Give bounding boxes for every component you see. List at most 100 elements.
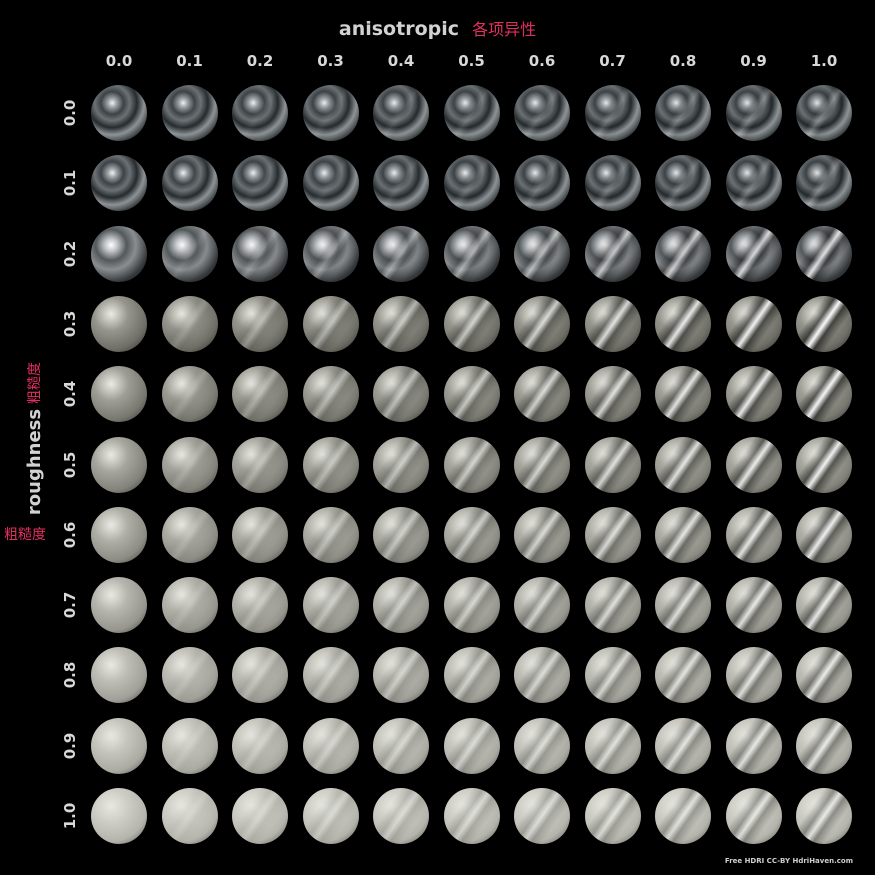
material-sphere: [725, 295, 782, 352]
anisotropic-highlight: [302, 225, 359, 282]
material-sphere: [514, 647, 570, 704]
material-sphere: [796, 436, 852, 493]
anisotropic-highlight: [796, 577, 852, 634]
material-sphere: [514, 506, 570, 563]
anisotropic-highlight: [655, 85, 711, 141]
anisotropic-highlight: [161, 788, 218, 844]
anisotropic-highlight: [302, 366, 359, 423]
material-sphere: [91, 577, 147, 634]
anisotropic-highlight: [373, 155, 429, 212]
material-sphere: [302, 717, 359, 774]
material-sphere: [373, 436, 429, 493]
material-sphere: [373, 647, 429, 704]
anisotropic-highlight: [796, 85, 852, 141]
column-label: 0.3: [317, 52, 344, 70]
row-label: 0.2: [61, 240, 79, 267]
anisotropic-highlight: [302, 717, 359, 774]
anisotropic-highlight: [725, 225, 782, 282]
material-sphere: [443, 366, 500, 423]
material-sphere: [91, 366, 147, 423]
material-sphere: [796, 577, 852, 634]
anisotropic-highlight: [302, 85, 359, 141]
anisotropic-highlight: [232, 717, 288, 774]
material-sphere: [443, 788, 500, 844]
material-sphere: [655, 155, 711, 212]
material-sphere: [91, 647, 147, 704]
column-label: 0.9: [740, 52, 767, 70]
material-sphere: [232, 366, 288, 423]
anisotropic-highlight: [725, 436, 782, 493]
anisotropic-highlight: [584, 155, 641, 212]
anisotropic-highlight: [655, 647, 711, 704]
anisotropic-highlight: [514, 577, 570, 634]
anisotropic-highlight: [514, 225, 570, 282]
anisotropic-highlight: [162, 155, 218, 211]
material-sphere: [91, 295, 147, 352]
anisotropic-highlight: [796, 366, 852, 423]
material-sphere: [443, 85, 500, 141]
material-sphere: [302, 85, 359, 141]
anisotropic-highlight: [161, 366, 218, 423]
material-sphere: [655, 295, 711, 352]
credit-text: Free HDRI CC-BY HdriHaven.com: [724, 857, 853, 865]
column-label: 0.5: [458, 52, 485, 70]
material-sphere: [302, 647, 359, 704]
material-sphere: [232, 506, 288, 563]
anisotropic-highlight: [232, 436, 288, 493]
anisotropic-highlight: [302, 295, 359, 352]
material-sphere: [584, 506, 641, 563]
material-sphere: [443, 155, 500, 212]
material-sphere: [514, 155, 570, 212]
material-sphere: [161, 366, 218, 423]
column-label: 0.1: [176, 52, 203, 70]
material-sphere: [443, 225, 500, 282]
anisotropic-highlight: [161, 717, 218, 774]
material-sphere: [161, 295, 218, 352]
material-sphere: [232, 85, 288, 141]
anisotropic-highlight: [725, 366, 782, 423]
material-sphere: [91, 717, 147, 774]
material-sphere: [584, 577, 641, 634]
anisotropic-highlight: [725, 506, 782, 563]
material-sphere: [514, 225, 570, 282]
anisotropic-highlight: [514, 788, 570, 844]
row-label: 0.8: [61, 662, 79, 689]
material-sphere: [161, 85, 218, 141]
material-sphere: [514, 577, 570, 634]
anisotropic-highlight: [514, 295, 570, 352]
anisotropic-highlight: [232, 85, 288, 141]
material-sphere: [796, 647, 852, 704]
anisotropic-highlight: [373, 436, 429, 493]
material-sphere: [584, 788, 641, 844]
material-sphere: [584, 717, 641, 774]
material-sphere: [655, 788, 711, 844]
anisotropic-highlight: [655, 295, 711, 352]
anisotropic-highlight: [584, 225, 641, 282]
anisotropic-highlight: [796, 647, 852, 704]
material-sphere: [655, 577, 711, 634]
material-sphere: [725, 225, 782, 282]
anisotropic-highlight: [302, 506, 359, 563]
anisotropic-highlight: [725, 717, 782, 774]
material-sphere: [373, 225, 429, 282]
material-sphere: [514, 717, 570, 774]
anisotropic-highlight: [584, 85, 641, 141]
anisotropic-highlight: [232, 647, 288, 704]
anisotropic-highlight: [161, 577, 218, 634]
anisotropic-highlight: [796, 436, 852, 493]
material-sphere: [796, 717, 852, 774]
material-sphere: [161, 647, 218, 704]
material-sphere: [373, 577, 429, 634]
anisotropic-highlight: [443, 155, 500, 212]
material-sphere: [302, 506, 359, 563]
material-sphere: [725, 506, 782, 563]
anisotropic-highlight: [584, 295, 641, 352]
anisotropic-highlight: [443, 788, 500, 844]
material-sphere: [302, 366, 359, 423]
row-label: 0.0: [61, 99, 79, 127]
material-sphere: [584, 647, 641, 704]
column-label: 1.0: [810, 52, 838, 70]
anisotropic-highlight: [302, 577, 359, 634]
column-label: 0.8: [669, 52, 697, 70]
material-sphere: [725, 366, 782, 423]
